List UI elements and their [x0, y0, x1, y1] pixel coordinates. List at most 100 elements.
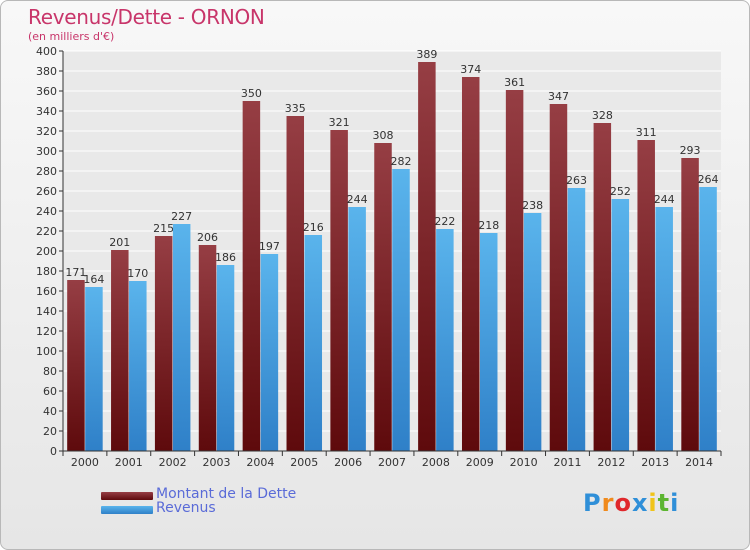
- data-label-dette: 215: [153, 222, 174, 235]
- x-tick-label: 2014: [685, 456, 713, 469]
- x-tick-label: 2003: [203, 456, 231, 469]
- x-tick-label: 2004: [246, 456, 274, 469]
- logo-letter: i: [670, 489, 680, 517]
- y-tick-label: 340: [36, 105, 57, 118]
- data-label-revenus: 282: [391, 155, 412, 168]
- bar-revenus: [348, 207, 366, 451]
- bar-dette: [374, 143, 392, 451]
- logo-letter: i: [648, 489, 658, 517]
- data-label-revenus: 170: [127, 267, 148, 280]
- legend-label-revenus: Revenus: [156, 500, 216, 516]
- bar-revenus: [611, 199, 630, 451]
- data-label-revenus: 263: [566, 174, 587, 187]
- bar-revenus: [260, 254, 279, 451]
- y-tick-label: 400: [36, 45, 57, 58]
- bar-revenus: [567, 188, 586, 451]
- data-label-revenus: 216: [303, 221, 324, 234]
- bar-dette: [111, 250, 129, 451]
- y-tick-label: 160: [36, 285, 57, 298]
- data-label-dette: 206: [197, 231, 218, 244]
- y-tick-label: 360: [36, 85, 57, 98]
- data-label-revenus: 264: [698, 173, 719, 186]
- y-tick-label: 260: [36, 185, 57, 198]
- data-label-dette: 201: [109, 236, 130, 249]
- x-tick-label: 2011: [553, 456, 581, 469]
- y-tick-label: 200: [36, 245, 57, 258]
- x-tick-label: 2012: [597, 456, 625, 469]
- y-tick-label: 300: [36, 145, 57, 158]
- x-tick-label: 2013: [641, 456, 669, 469]
- logo-letter: P: [583, 489, 602, 517]
- data-label-dette: 293: [680, 144, 701, 157]
- data-label-dette: 171: [65, 266, 86, 279]
- data-label-dette: 311: [636, 126, 657, 139]
- x-tick-label: 2002: [159, 456, 187, 469]
- data-label-revenus: 227: [171, 210, 192, 223]
- y-tick-label: 0: [50, 445, 57, 458]
- bar-dette: [330, 130, 348, 451]
- bar-revenus: [436, 229, 454, 451]
- data-label-dette: 308: [373, 129, 394, 142]
- y-tick-label: 100: [36, 345, 57, 358]
- data-label-revenus: 244: [654, 193, 675, 206]
- data-label-revenus: 244: [347, 193, 368, 206]
- bar-dette: [549, 104, 568, 451]
- chart-subtitle: (en milliers d'€): [28, 30, 115, 43]
- y-tick-label: 80: [43, 365, 57, 378]
- x-tick-label: 2010: [510, 456, 538, 469]
- data-label-revenus: 252: [610, 185, 631, 198]
- bar-dette: [637, 140, 655, 451]
- y-tick-label: 280: [36, 165, 57, 178]
- data-label-dette: 374: [460, 63, 481, 76]
- y-tick-label: 380: [36, 65, 57, 78]
- bar-revenus: [216, 265, 235, 451]
- y-tick-label: 220: [36, 225, 57, 238]
- y-tick-label: 120: [36, 325, 57, 338]
- x-tick-label: 2001: [115, 456, 143, 469]
- y-tick-label: 320: [36, 125, 57, 138]
- data-label-dette: 361: [504, 76, 525, 89]
- bar-revenus: [523, 213, 542, 451]
- data-label-revenus: 186: [215, 251, 236, 264]
- x-tick-label: 2007: [378, 456, 406, 469]
- bar-dette: [67, 280, 85, 451]
- y-tick-label: 60: [43, 385, 57, 398]
- bar-dette: [418, 62, 436, 451]
- data-label-dette: 328: [592, 109, 613, 122]
- bar-revenus: [172, 224, 191, 451]
- bar-dette: [198, 245, 217, 451]
- x-tick-label: 2000: [71, 456, 99, 469]
- bar-revenus: [129, 281, 147, 451]
- data-label-dette: 347: [548, 90, 569, 103]
- logo-letter: x: [631, 489, 649, 517]
- bar-revenus: [392, 169, 410, 451]
- logo-letter: t: [657, 489, 671, 517]
- y-tick-label: 180: [36, 265, 57, 278]
- data-label-revenus: 238: [522, 199, 543, 212]
- x-tick-label: 2009: [466, 456, 494, 469]
- bar-dette: [154, 236, 173, 451]
- proxiti-logo: Proxiti: [583, 489, 679, 517]
- data-label-dette: 389: [416, 48, 437, 61]
- data-label-revenus: 164: [83, 273, 104, 286]
- bar-dette: [242, 101, 261, 451]
- x-tick-label: 2005: [290, 456, 318, 469]
- data-label-revenus: 197: [259, 240, 280, 253]
- bar-revenus: [699, 187, 717, 451]
- legend-swatch-revenus: [101, 506, 153, 514]
- bar-revenus: [479, 233, 498, 451]
- bar-revenus: [85, 287, 103, 451]
- data-label-revenus: 222: [434, 215, 455, 228]
- x-tick-label: 2008: [422, 456, 450, 469]
- bar-dette: [505, 90, 524, 451]
- bar-revenus: [655, 207, 673, 451]
- legend-swatch-dette: [101, 492, 153, 500]
- data-label-revenus: 218: [478, 219, 499, 232]
- data-label-dette: 350: [241, 87, 262, 100]
- logo-letter: r: [601, 489, 615, 517]
- y-tick-label: 240: [36, 205, 57, 218]
- chart-title: Revenus/Dette - ORNON: [28, 5, 265, 29]
- bar-dette: [593, 123, 612, 451]
